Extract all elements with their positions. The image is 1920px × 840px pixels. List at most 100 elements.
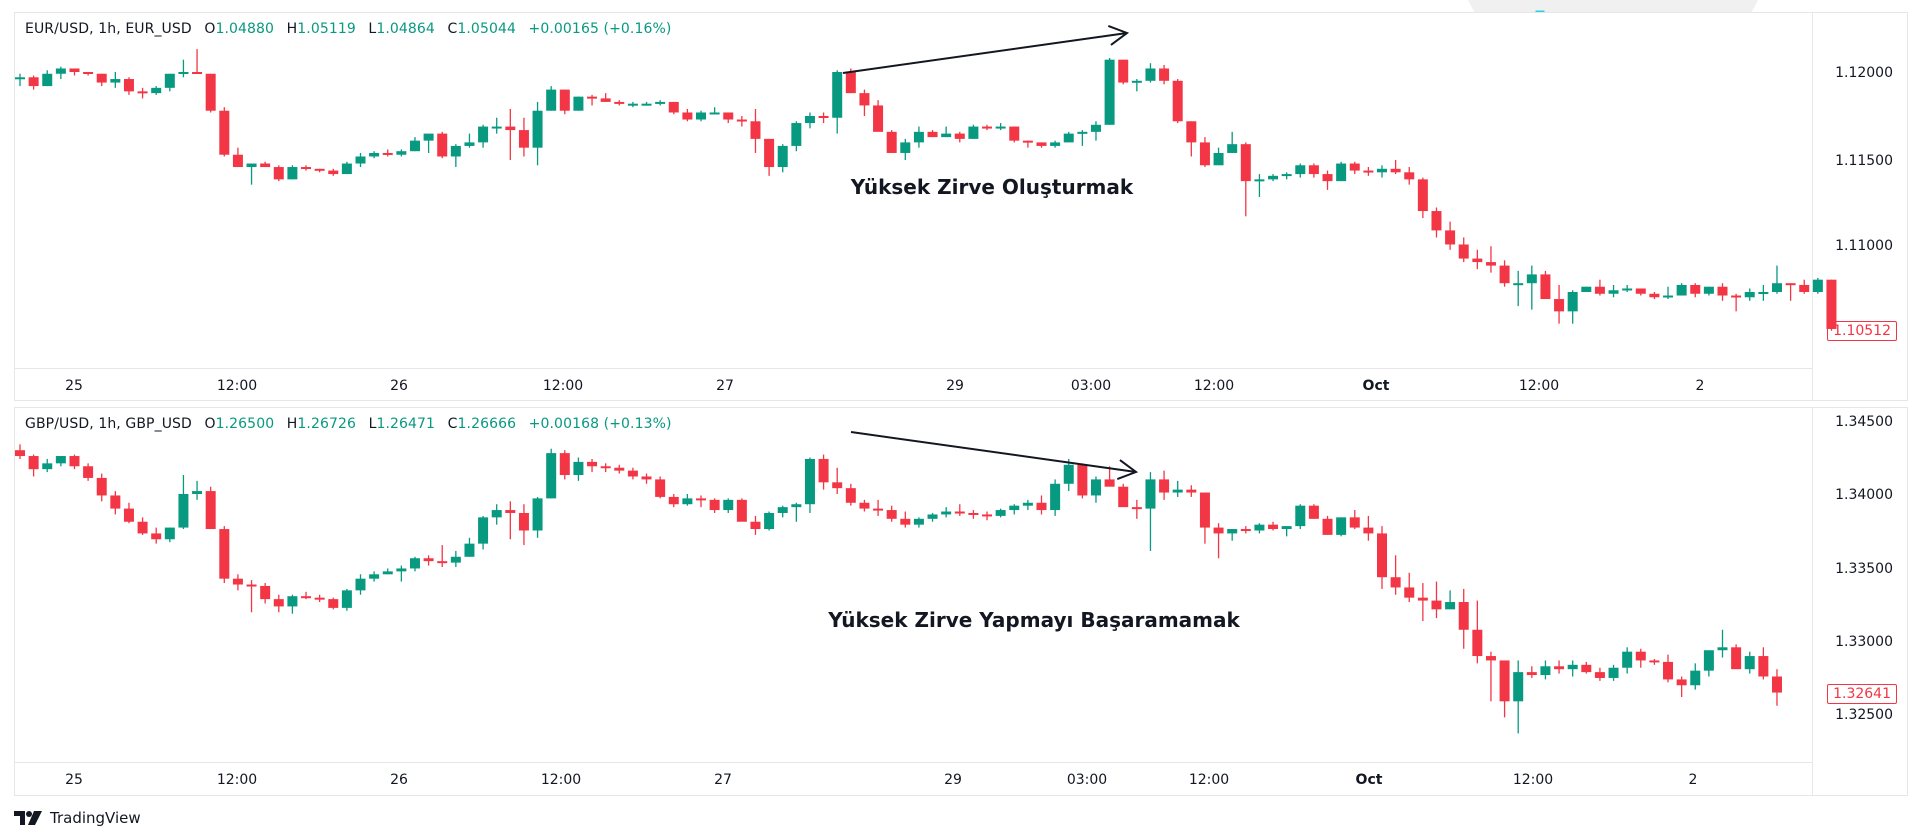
candle	[205, 73, 216, 113]
candle	[1254, 174, 1265, 197]
candle	[559, 450, 570, 480]
candle	[260, 161, 271, 168]
gbpusd-legend: GBP/USD, 1h, GBP_USD O1.26500 H1.26726 L…	[25, 416, 672, 432]
gbpusd-low: 1.26471	[376, 416, 436, 432]
candle	[491, 117, 502, 134]
candle	[260, 583, 271, 604]
candle	[873, 499, 884, 516]
candle	[382, 149, 393, 157]
candle	[1363, 515, 1374, 541]
eurusd-legend: EUR/USD, 1h, EUR_USD O1.04880 H1.05119 L…	[25, 21, 672, 37]
candle	[927, 512, 938, 522]
price-axis-label: 1.33000	[1835, 634, 1893, 650]
candle	[1608, 664, 1619, 681]
candle	[55, 456, 66, 467]
candle	[15, 73, 25, 87]
candle	[69, 454, 80, 470]
candle	[1295, 504, 1306, 530]
candle	[1676, 283, 1687, 296]
candle	[1063, 131, 1074, 143]
time-axis-label: 27	[714, 772, 732, 788]
candle	[1499, 260, 1510, 287]
candle	[1431, 207, 1442, 238]
candle	[328, 168, 339, 176]
candle	[1663, 654, 1674, 683]
candle	[1404, 572, 1415, 603]
candle	[1104, 466, 1115, 487]
eurusd-open: 1.04880	[215, 21, 275, 37]
candle	[355, 152, 366, 168]
candle	[1445, 221, 1456, 250]
arrow-head-icon	[1107, 25, 1130, 46]
eurusd-time-axis-panel[interactable]: 25 12:00 26 12:00 27 29 03:00 12:00 Oct 12:00 2	[14, 368, 1908, 401]
candle	[559, 89, 570, 115]
candle	[941, 507, 952, 518]
candle	[341, 161, 352, 175]
time-axis-label: 12:00	[542, 378, 584, 394]
candle	[818, 454, 829, 490]
candle	[518, 117, 529, 157]
candle	[1213, 147, 1224, 166]
candle	[1635, 288, 1646, 296]
candle	[736, 498, 747, 522]
price-axis-label: 1.33500	[1835, 561, 1893, 577]
candle	[1377, 165, 1387, 178]
candle	[1254, 523, 1265, 534]
time-axis-label: 12:00	[1188, 772, 1230, 788]
candle	[1567, 660, 1578, 677]
price-axis-label: 1.34000	[1835, 487, 1893, 503]
gbpusd-chart-panel[interactable]: GBP/USD, 1h, GBP_USD O1.26500 H1.26726 L…	[14, 407, 1908, 764]
candle	[532, 496, 543, 538]
candle	[1663, 286, 1674, 300]
time-axis-label: 12:00	[1512, 772, 1554, 788]
candle	[1131, 499, 1142, 519]
candle	[1268, 521, 1279, 531]
candle	[1472, 600, 1483, 664]
gbpusd-plot-area[interactable]	[15, 408, 1813, 763]
candle	[83, 463, 94, 481]
time-axis-label: 29	[946, 378, 964, 394]
candle	[587, 458, 598, 473]
candle	[791, 502, 802, 522]
candle	[777, 505, 788, 518]
candle	[696, 110, 706, 122]
candle	[1090, 476, 1101, 503]
candle	[614, 464, 625, 474]
time-axis-label: 12:00	[1518, 378, 1560, 394]
time-axis-label: 12:00	[216, 378, 258, 394]
candle	[1417, 583, 1428, 622]
candle	[900, 138, 911, 160]
candle	[287, 165, 298, 180]
candle	[696, 495, 706, 508]
candle	[151, 86, 162, 95]
candle	[1036, 142, 1047, 148]
candle	[1145, 63, 1156, 83]
candle	[110, 491, 121, 515]
gbpusd-time-axis-panel[interactable]: 25 12:00 26 12:00 27 29 03:00 12:00 Oct 12:00 2	[14, 762, 1908, 796]
candle	[587, 94, 598, 106]
candle	[192, 480, 203, 500]
candle	[1649, 292, 1660, 300]
candle	[1131, 79, 1142, 92]
candle	[1812, 277, 1823, 294]
candle	[1431, 581, 1442, 619]
candle	[818, 112, 829, 124]
eurusd-time-axis[interactable]: 25 12:00 26 12:00 27 29 03:00 12:00 Oct 12:00 2	[15, 368, 1813, 401]
candle	[777, 144, 788, 173]
time-axis-label: Oct	[1362, 378, 1390, 394]
eurusd-chart-panel[interactable]: EUR/USD, 1h, EUR_USD O1.04880 H1.05119 L…	[14, 12, 1908, 370]
eurusd-plot-area[interactable]	[15, 13, 1813, 369]
candle	[873, 100, 884, 132]
candle	[886, 505, 897, 522]
candle	[1799, 279, 1810, 294]
candle	[1594, 667, 1605, 681]
candle	[1690, 663, 1701, 690]
candle	[1199, 492, 1210, 544]
candle	[1717, 629, 1728, 658]
trend-arrow	[850, 431, 1137, 473]
candle	[28, 454, 39, 477]
candle	[382, 568, 393, 575]
candle	[1404, 167, 1415, 185]
gbpusd-time-axis[interactable]: 25 12:00 26 12:00 27 29 03:00 12:00 Oct 12:00 2	[15, 762, 1813, 795]
tradingview-logo[interactable]: TradingView	[14, 809, 141, 827]
